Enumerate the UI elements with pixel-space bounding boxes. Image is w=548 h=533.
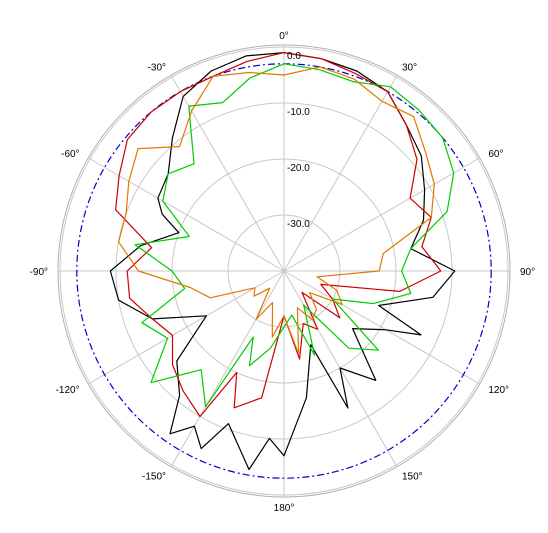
angle-tick-label: -30°	[148, 63, 166, 74]
grid-spoke	[283, 157, 480, 272]
series-line-0	[109, 52, 456, 471]
grid-spoke	[170, 75, 285, 272]
angle-tick-label: -120°	[56, 385, 80, 396]
radial-tick-label: -10.0	[287, 107, 310, 118]
angle-tick-label: 180°	[274, 503, 295, 514]
angle-tick-label: -60°	[61, 149, 79, 160]
grid-spoke	[283, 75, 398, 272]
radial-tick-label: 0.0	[287, 51, 301, 62]
angle-tick-label: 120°	[488, 385, 509, 396]
series-group	[109, 52, 456, 471]
angle-tick-label: 90°	[520, 267, 535, 278]
grid-spoke	[283, 270, 480, 385]
angle-tick-label: -90°	[30, 267, 48, 278]
series-line-3	[118, 66, 435, 355]
tick-labels: -30.0 -20.0 -10.0 0.0 0° 30° 60° 90° 120° 150° 180…	[30, 31, 536, 514]
series-line-1	[115, 52, 442, 418]
series-line-2	[134, 63, 455, 408]
angle-tick-label: 60°	[488, 149, 503, 160]
grid-spoke	[88, 270, 285, 385]
grid-spoke	[88, 157, 285, 272]
angle-tick-label: 150°	[402, 471, 423, 482]
angle-tick-label: -150°	[142, 471, 166, 482]
grid-spoke	[170, 270, 285, 467]
angle-tick-label: 0°	[279, 31, 289, 42]
radial-tick-label: -30.0	[287, 219, 310, 230]
angle-tick-label: 30°	[402, 63, 417, 74]
radial-tick-label: -20.0	[287, 163, 310, 174]
polar-grid	[57, 44, 511, 498]
